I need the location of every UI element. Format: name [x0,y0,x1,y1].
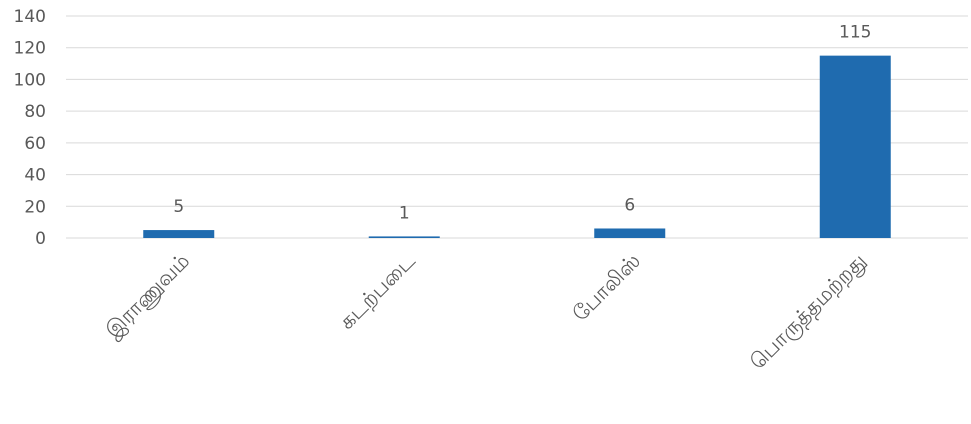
x-tick-label: இராணுவம் [100,249,195,344]
y-tick-label: 100 [14,70,46,90]
x-tick-label: போலிஸ் [568,249,645,326]
y-tick-label: 40 [24,166,46,186]
data-label: 1 [399,203,410,223]
data-label: 6 [624,195,635,215]
y-tick-label: 140 [14,7,46,27]
y-tick-label: 80 [24,102,46,122]
y-tick-label: 0 [35,229,46,249]
y-tick-label: 20 [24,197,46,217]
y-axis-tick-labels: 0 20 40 60 80 100 120 140 [14,7,46,249]
data-labels: 5 1 6 115 [173,23,871,224]
data-label: 115 [839,23,871,43]
bars [143,55,891,239]
bar [819,55,891,239]
y-tick-label: 120 [14,39,46,59]
bar [368,236,440,238]
x-tick-label: பொருத்தமற்றது [745,249,872,376]
data-label: 5 [173,197,184,217]
x-tick-label: கடற்படை [334,248,420,334]
x-axis-tick-labels: இராணுவம் கடற்படை போலிஸ் பொருத்தமற்றது [100,248,872,375]
bar [594,228,666,238]
bar [143,230,215,238]
gridlines [66,15,968,239]
y-tick-label: 60 [24,134,46,154]
